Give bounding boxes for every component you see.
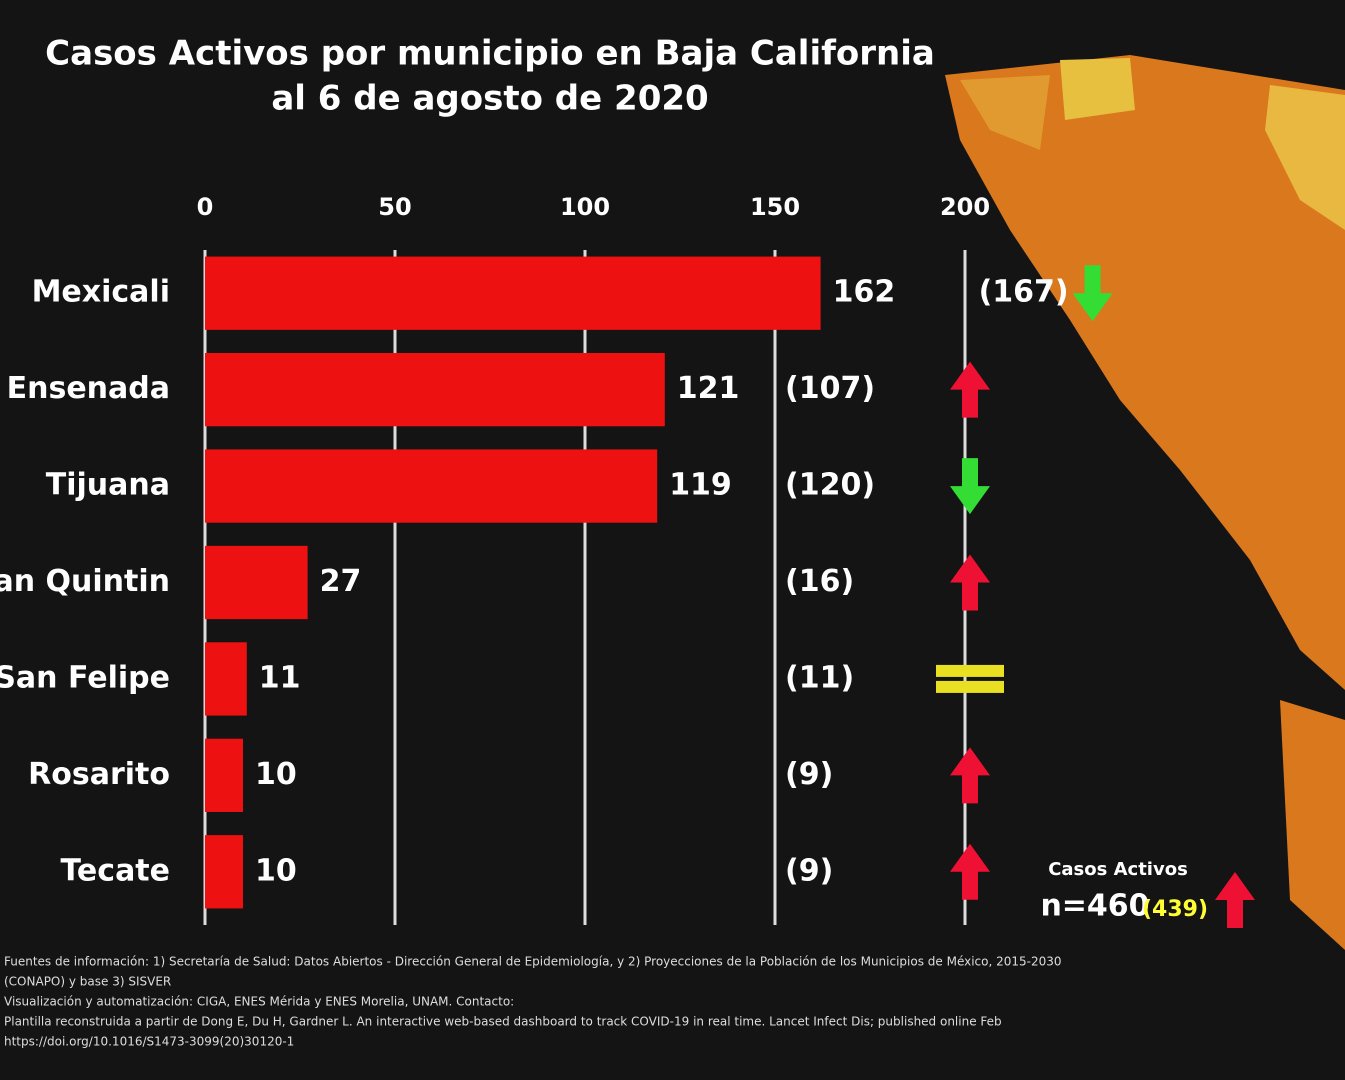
previous-value-label: (167) (979, 275, 1069, 310)
map-region (1280, 700, 1345, 950)
y-tick-label: Mexicali (32, 275, 170, 310)
map-region (1265, 85, 1345, 230)
previous-value-label: (120) (785, 468, 875, 503)
bar (205, 449, 658, 523)
bar (205, 256, 821, 330)
trend-arrow (950, 843, 990, 900)
y-tick-label: Tijuana (46, 468, 170, 503)
previous-value-label: (107) (785, 371, 875, 406)
value-label: 11 (259, 660, 301, 695)
footnote: Plantilla reconstruida a partir de Dong … (4, 1015, 1002, 1029)
bar (205, 642, 247, 716)
trend-arrow (950, 458, 990, 515)
footnote: (CONAPO) y base 3) SISVER (4, 975, 171, 989)
footnote: Fuentes de información: 1) Secretaría de… (4, 955, 1062, 969)
bar (205, 738, 243, 812)
bar (205, 545, 308, 620)
value-label: 162 (833, 275, 896, 310)
x-tick-label: 0 (197, 193, 214, 221)
y-tick-label: Rosarito (28, 757, 170, 792)
trend-arrow (936, 664, 1004, 693)
x-tick-label: 150 (750, 193, 800, 221)
map-region (960, 75, 1050, 150)
previous-value-label: (11) (785, 660, 854, 695)
x-tick-label: 100 (560, 193, 610, 221)
trend-arrow-bar (936, 664, 1004, 677)
previous-value-label: (9) (785, 853, 833, 888)
chart-title: Casos Activos por municipio en Baja Cali… (45, 34, 935, 74)
total-value: n=460 (1040, 889, 1149, 924)
bar (205, 835, 243, 909)
trend-arrow (950, 554, 990, 611)
map-region (1060, 58, 1135, 120)
trend-arrow (950, 747, 990, 804)
bar (205, 353, 665, 427)
y-tick-label: San Felipe (0, 660, 170, 695)
map-region (945, 55, 1345, 690)
value-label: 10 (255, 853, 297, 888)
y-tick-label: Tecate (60, 853, 170, 888)
chart-subtitle: al 6 de agosto de 2020 (271, 79, 708, 119)
trend-arrow-bar (936, 680, 1004, 693)
total-trend-arrow (1215, 872, 1255, 928)
y-tick-label: San Quintin (0, 564, 170, 599)
previous-value-label: (9) (785, 757, 833, 792)
map (945, 55, 1345, 950)
previous-value-label: (16) (785, 564, 854, 599)
value-label: 121 (677, 371, 740, 406)
x-tick-label: 50 (378, 193, 411, 221)
value-label: 10 (255, 757, 297, 792)
footnote: https://doi.org/10.1016/S1473-3099(20)30… (4, 1035, 294, 1049)
value-label: 119 (669, 468, 732, 503)
total-previous: (439) (1142, 897, 1208, 922)
trend-arrow (1072, 265, 1113, 322)
y-tick-label: Ensenada (7, 371, 170, 406)
x-tick-label: 200 (940, 193, 990, 221)
total-label: Casos Activos (1048, 859, 1188, 880)
value-label: 27 (320, 564, 362, 599)
trend-arrow (950, 361, 990, 418)
footnote: Visualización y automatización: CIGA, EN… (4, 995, 514, 1009)
